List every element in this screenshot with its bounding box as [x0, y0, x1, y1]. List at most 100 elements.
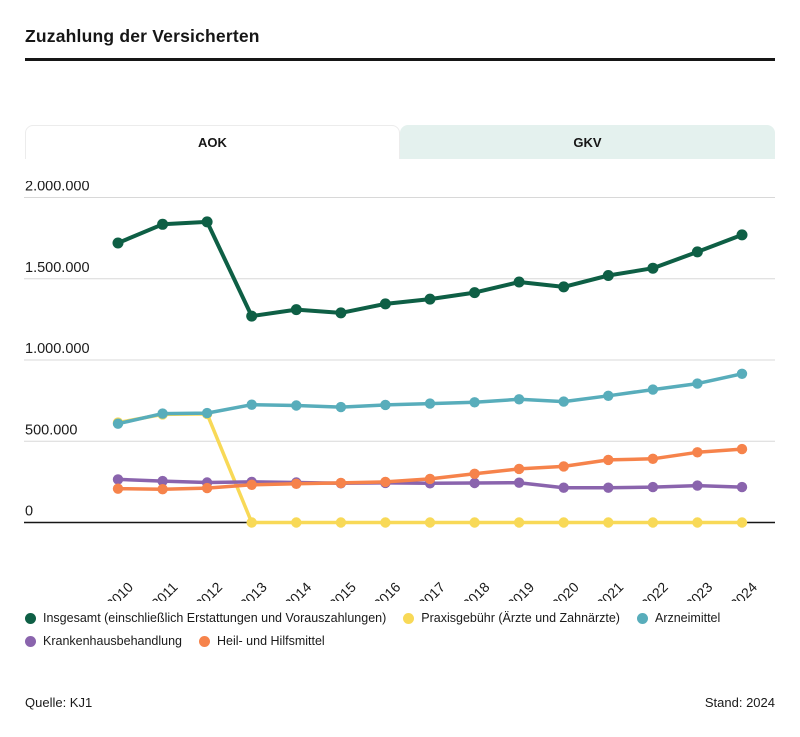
data-point[interactable] [335, 401, 347, 413]
data-point[interactable] [290, 304, 302, 316]
x-axis-tick-label: 2021 [593, 579, 626, 601]
data-point[interactable] [603, 390, 614, 401]
data-point[interactable] [692, 378, 703, 389]
data-point[interactable] [112, 474, 124, 485]
legend-dot-icon [25, 635, 36, 647]
data-point[interactable] [513, 463, 525, 475]
x-axis-tick-label: 2019 [504, 579, 537, 601]
x-axis-tick-label: 2015 [326, 579, 359, 601]
legend-item[interactable]: Arzneimittel [636, 611, 721, 625]
data-point[interactable] [469, 477, 480, 489]
data-point[interactable] [647, 481, 659, 493]
data-point[interactable] [691, 246, 703, 258]
data-point[interactable] [112, 418, 124, 429]
data-point[interactable] [424, 293, 436, 305]
data-point[interactable] [736, 517, 748, 528]
legend-item[interactable]: Krankenhausbehandlung [25, 634, 182, 648]
tab-aok[interactable]: AOK [25, 125, 400, 159]
x-axis-tick-label: 2023 [682, 579, 715, 601]
data-point[interactable] [157, 484, 168, 495]
data-point[interactable] [335, 517, 347, 528]
legend-item[interactable]: Heil- und Hilfsmittel [199, 634, 325, 648]
data-point[interactable] [647, 517, 659, 528]
data-point[interactable] [112, 237, 124, 249]
x-axis-tick-label: 2016 [370, 579, 403, 601]
page-title: Zuzahlung der Versicherten [25, 26, 260, 46]
data-point[interactable] [469, 468, 480, 479]
data-point[interactable] [647, 453, 659, 464]
data-point[interactable] [112, 483, 124, 494]
data-point[interactable] [603, 454, 614, 466]
x-axis-tick-label: 2014 [281, 579, 314, 601]
data-point[interactable] [157, 218, 169, 230]
data-point[interactable] [513, 394, 525, 405]
legend-dot-icon [636, 612, 648, 624]
legend-item[interactable]: Insgesamt (einschließlich Erstattungen u… [25, 611, 386, 625]
data-point[interactable] [379, 298, 391, 310]
legend-dot-icon [25, 612, 36, 624]
data-point[interactable] [380, 399, 391, 411]
data-point[interactable] [246, 517, 257, 528]
data-point[interactable] [469, 287, 481, 299]
legend-item[interactable]: Praxisgebühr (Ärzte und Zahnärzte) [403, 611, 620, 625]
data-point[interactable] [602, 270, 614, 281]
legend-dot-icon [403, 612, 415, 624]
data-point[interactable] [558, 396, 569, 407]
tab-aok-label: AOK [198, 135, 227, 150]
tab-bar: AOK GKV [25, 125, 775, 159]
data-point[interactable] [513, 517, 525, 528]
data-point[interactable] [513, 477, 525, 488]
data-point[interactable] [558, 517, 569, 528]
x-axis-tick-label: 2024 [727, 579, 760, 601]
data-point[interactable] [246, 479, 257, 490]
data-point[interactable] [603, 517, 614, 528]
data-point[interactable] [647, 384, 659, 395]
data-point[interactable] [469, 517, 480, 528]
data-point[interactable] [201, 216, 213, 228]
data-point[interactable] [246, 310, 258, 322]
data-point[interactable] [424, 517, 436, 528]
data-point[interactable] [647, 262, 659, 274]
y-axis-tick-label: 500.000 [25, 422, 77, 438]
y-axis-tick-label: 1.500.000 [25, 260, 90, 276]
data-point[interactable] [692, 480, 703, 491]
data-point[interactable] [736, 443, 748, 455]
legend-label: Arzneimittel [654, 611, 721, 625]
data-point[interactable] [201, 407, 213, 419]
data-point[interactable] [157, 408, 168, 419]
data-point[interactable] [736, 229, 748, 241]
data-point[interactable] [558, 482, 569, 493]
data-point[interactable] [424, 473, 436, 485]
source-label: Quelle: KJ1 [25, 695, 93, 710]
data-point[interactable] [335, 307, 347, 319]
footer: Quelle: KJ1 Stand: 2024 [25, 695, 775, 710]
data-point[interactable] [291, 400, 302, 411]
data-point[interactable] [335, 477, 347, 489]
data-point[interactable] [736, 481, 748, 493]
data-point[interactable] [380, 517, 391, 528]
tab-gkv[interactable]: GKV [400, 125, 775, 159]
y-axis-tick-label: 2.000.000 [25, 181, 90, 195]
data-point[interactable] [558, 461, 569, 472]
legend-label: Insgesamt (einschließlich Erstattungen u… [43, 611, 387, 625]
data-point[interactable] [201, 482, 213, 494]
data-point[interactable] [603, 482, 614, 493]
data-point[interactable] [246, 399, 257, 410]
stand-label: Stand: 2024 [704, 695, 775, 710]
header: Zuzahlung der Versicherten [25, 0, 775, 61]
data-point[interactable] [692, 447, 703, 458]
data-point[interactable] [736, 368, 748, 379]
data-point[interactable] [291, 478, 302, 489]
data-point[interactable] [424, 398, 436, 409]
legend-label: Heil- und Hilfsmittel [217, 634, 325, 648]
data-point[interactable] [692, 517, 703, 528]
data-point[interactable] [291, 517, 302, 528]
data-point[interactable] [513, 276, 525, 288]
data-point[interactable] [157, 475, 168, 487]
chart-area: 0 500.000 1.000.000 1.500.000 2.000.000 2010 2… [0, 181, 800, 601]
data-point[interactable] [558, 281, 570, 293]
x-axis-tick-label: 2013 [236, 579, 269, 601]
data-point[interactable] [469, 397, 480, 408]
data-point[interactable] [380, 476, 391, 488]
